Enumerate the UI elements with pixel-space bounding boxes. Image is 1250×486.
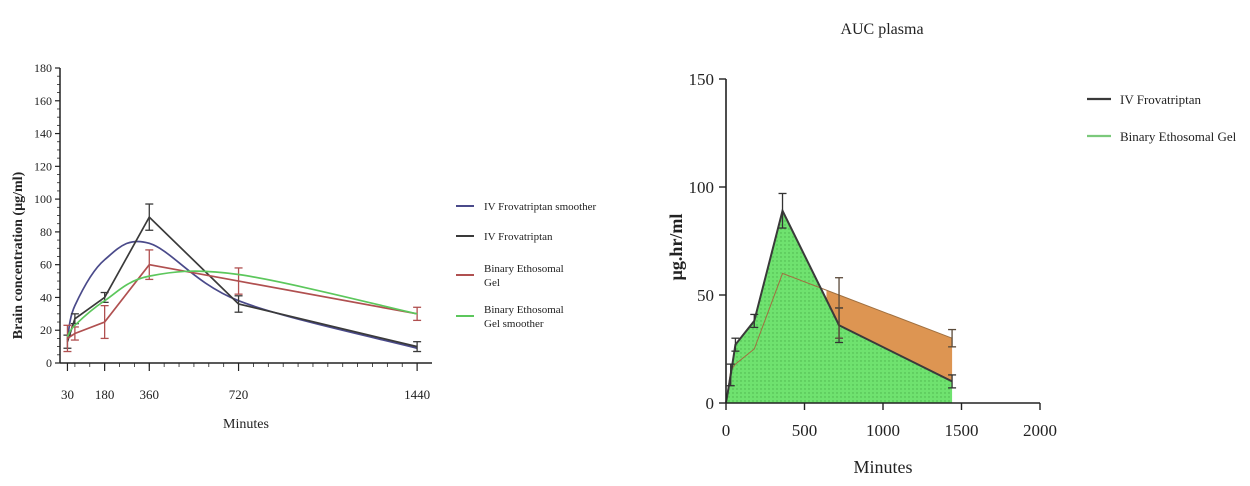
left-axes: 0 20 40 60 80 100 120 140 160 180 30 180 360 720 1440 xyxy=(34,61,432,402)
right-legend: IV Frovatriptan Binary Ethosomal Gel xyxy=(1087,92,1237,144)
right-legend-label: IV Frovatriptan xyxy=(1120,92,1201,107)
auc-iv-area-texture xyxy=(726,210,953,403)
left-legend-label: IV Frovatriptan smoother xyxy=(484,201,597,213)
right-area-group xyxy=(725,192,957,404)
right-x-tick-label: 1500 xyxy=(945,421,979,440)
right-legend-label: Binary Ethosomal Gel xyxy=(1120,129,1237,144)
left-series-0-line xyxy=(66,240,418,350)
left-series-group xyxy=(63,203,422,353)
left-legend: IV Frovatriptan smoother IV Frovatriptan B… xyxy=(456,201,597,330)
left-y-tick-label: 20 xyxy=(40,323,52,337)
right-x-tick-label: 2000 xyxy=(1023,421,1057,440)
left-x-axis-label: Minutes xyxy=(223,417,269,432)
left-series-2-line xyxy=(66,263,418,340)
right-chart-title: AUC plasma xyxy=(840,21,923,38)
left-series-1-line xyxy=(66,215,418,348)
left-y-tick-label: 180 xyxy=(34,61,52,75)
left-legend-label: Binary Ethosomal xyxy=(484,263,564,275)
left-x-tick-label: 1440 xyxy=(404,387,430,402)
right-x-axis-label: Minutes xyxy=(853,457,912,477)
left-y-axis-label: Brain concentration (µg/ml) xyxy=(11,171,26,339)
left-series-3-line xyxy=(66,270,418,338)
left-y-tick-label: 60 xyxy=(40,258,52,272)
right-y-tick-label: 150 xyxy=(689,70,715,89)
left-x-tick-label: 360 xyxy=(140,387,160,402)
right-y-axis-label: µg.hr/ml xyxy=(666,214,686,281)
left-legend-label: Gel xyxy=(484,277,500,289)
left-x-tick-label: 720 xyxy=(229,387,249,402)
left-legend-label: IV Frovatriptan xyxy=(484,231,553,243)
left-y-tick-label: 160 xyxy=(34,94,52,108)
right-x-tick-label: 0 xyxy=(722,421,731,440)
auc-gel-excess-area xyxy=(826,290,953,382)
left-legend-label: Binary Ethosomal xyxy=(484,304,564,316)
left-y-tick-label: 0 xyxy=(46,356,52,370)
left-legend-label: Gel smoother xyxy=(484,318,544,330)
left-x-tick-label: 30 xyxy=(61,387,74,402)
left-x-tick-label: 180 xyxy=(95,387,115,402)
left-y-tick-label: 100 xyxy=(34,192,52,206)
right-x-tick-label: 1000 xyxy=(866,421,900,440)
right-y-tick-label: 0 xyxy=(706,394,715,413)
left-y-tick-label: 140 xyxy=(34,127,52,141)
left-y-tick-label: 80 xyxy=(40,225,52,239)
left-y-tick-label: 120 xyxy=(34,159,52,173)
left-y-tick-label: 40 xyxy=(40,290,52,304)
right-y-tick-label: 50 xyxy=(697,286,714,305)
right-x-tick-label: 500 xyxy=(792,421,818,440)
right-y-tick-label: 100 xyxy=(689,178,715,197)
